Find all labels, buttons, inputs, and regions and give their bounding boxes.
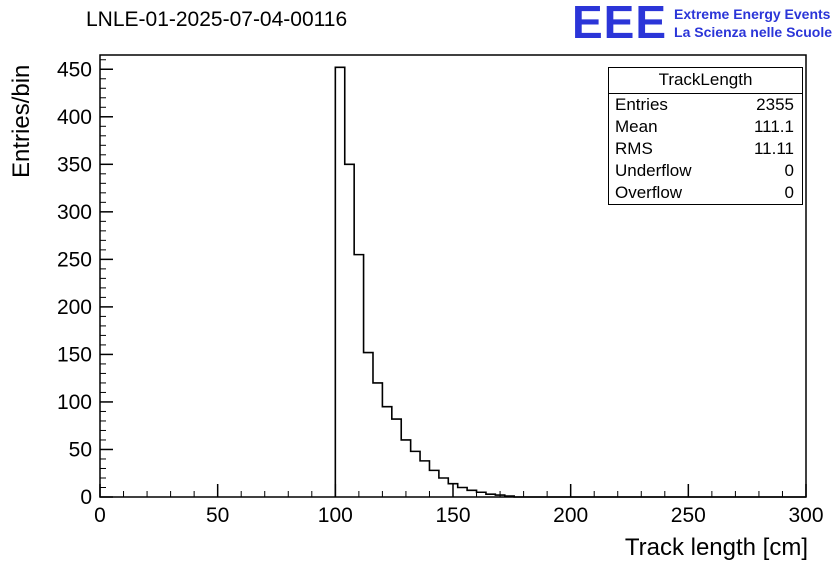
svg-text:250: 250 xyxy=(671,504,706,527)
stats-label: Mean xyxy=(615,117,658,136)
svg-text:100: 100 xyxy=(318,504,353,527)
plot-title: LNLE-01-2025-07-04-00116 xyxy=(86,8,348,31)
x-axis-label: Track length [cm] xyxy=(624,534,808,561)
stats-label: Overflow xyxy=(615,183,683,202)
svg-text:250: 250 xyxy=(57,248,92,271)
stats-value: 0 xyxy=(784,183,794,202)
eee-logo-acronym: EEE xyxy=(572,0,668,48)
stats-row-rms: RMS 11.11 xyxy=(609,138,802,160)
stats-label: Underflow xyxy=(615,161,692,180)
stats-box: TrackLength Entries 2355 Mean 111.1 RMS … xyxy=(608,67,803,205)
svg-text:300: 300 xyxy=(57,201,92,224)
stats-value: 111.1 xyxy=(753,117,794,136)
stats-rows: Entries 2355 Mean 111.1 RMS 11.11 Underf… xyxy=(609,94,802,204)
svg-text:100: 100 xyxy=(57,391,92,414)
stats-value: 11.11 xyxy=(753,139,794,158)
stats-label: Entries xyxy=(615,95,668,114)
svg-text:200: 200 xyxy=(553,504,588,527)
svg-text:400: 400 xyxy=(57,106,92,129)
svg-text:150: 150 xyxy=(435,504,470,527)
svg-text:450: 450 xyxy=(57,58,92,81)
eee-logo-line1: Extreme Energy Events xyxy=(674,5,831,22)
stats-value: 0 xyxy=(784,161,794,180)
eee-logo: EEE Extreme Energy Events La Scienza nel… xyxy=(572,0,832,48)
stats-row-underflow: Underflow 0 xyxy=(609,160,802,182)
svg-text:0: 0 xyxy=(80,486,92,509)
svg-text:50: 50 xyxy=(69,438,92,461)
svg-text:0: 0 xyxy=(94,504,106,527)
stats-row-mean: Mean 111.1 xyxy=(609,116,802,138)
eee-logo-text: Extreme Energy Events La Scienza nelle S… xyxy=(674,5,832,41)
stats-label: RMS xyxy=(615,139,653,158)
eee-logo-line2: La Scienza nelle Scuole xyxy=(674,23,832,40)
svg-text:300: 300 xyxy=(788,504,823,527)
stats-box-title: TrackLength xyxy=(609,68,802,94)
svg-text:350: 350 xyxy=(57,153,92,176)
stats-value: 2355 xyxy=(756,95,794,114)
stats-row-overflow: Overflow 0 xyxy=(609,182,802,204)
svg-text:150: 150 xyxy=(57,343,92,366)
stats-row-entries: Entries 2355 xyxy=(609,94,802,116)
svg-text:200: 200 xyxy=(57,296,92,319)
svg-text:50: 50 xyxy=(206,504,229,527)
